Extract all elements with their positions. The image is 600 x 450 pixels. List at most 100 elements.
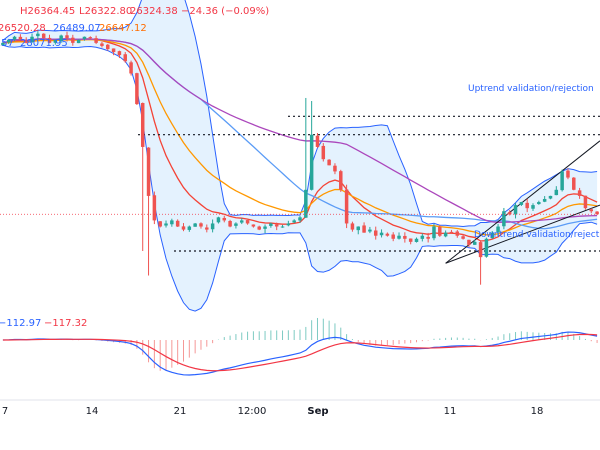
candle-body bbox=[88, 37, 93, 39]
candle-body bbox=[47, 37, 52, 43]
legend-line2-a: 26520.28 bbox=[0, 23, 46, 34]
uptrend-annotation: Uptrend validation/rejection bbox=[468, 84, 594, 94]
candle-body bbox=[537, 202, 541, 205]
candle-body bbox=[205, 227, 209, 230]
ema-orange bbox=[2, 38, 598, 236]
candle-body bbox=[577, 190, 582, 196]
candle-body bbox=[1, 42, 5, 46]
candle-body bbox=[309, 134, 314, 190]
candle-body bbox=[269, 223, 273, 226]
candle-body bbox=[583, 195, 588, 209]
candle-body bbox=[484, 238, 489, 257]
candle-body bbox=[164, 223, 168, 226]
bollinger-lower bbox=[2, 44, 598, 312]
candle-body bbox=[12, 36, 17, 40]
candle-body bbox=[350, 223, 355, 230]
candle-body bbox=[187, 226, 192, 230]
macd-pane bbox=[2, 317, 598, 376]
candle-body bbox=[158, 221, 162, 227]
ma-blue bbox=[2, 38, 598, 230]
candle-body bbox=[408, 238, 413, 242]
candle-body bbox=[263, 226, 267, 229]
candle-body bbox=[344, 189, 349, 224]
candles-layer bbox=[1, 31, 599, 285]
candle-body bbox=[193, 223, 197, 227]
candle-body bbox=[461, 236, 465, 239]
candle-body bbox=[106, 44, 110, 49]
candle-body bbox=[443, 232, 448, 237]
candle-body bbox=[304, 189, 308, 218]
candle-body bbox=[531, 205, 535, 209]
bollinger-upper bbox=[2, 0, 598, 227]
legend-change: −24.36 (−0.09%) bbox=[181, 6, 269, 17]
legend-line2-b: 26489.07 bbox=[53, 23, 101, 34]
candle-body bbox=[18, 36, 23, 40]
x-tick-label: 7 bbox=[2, 406, 8, 417]
candle-body bbox=[502, 211, 506, 227]
legend-close: 26324.38 bbox=[130, 6, 178, 17]
candle-body bbox=[100, 43, 104, 46]
candle-body bbox=[589, 209, 594, 212]
candle-body bbox=[368, 229, 372, 232]
candle-body bbox=[397, 235, 401, 239]
legend-line2-c: 26647.12 bbox=[99, 23, 147, 34]
x-tick-label: 11 bbox=[444, 406, 457, 417]
candle-body bbox=[414, 238, 419, 242]
candle-body bbox=[59, 35, 63, 41]
legend-line3-b: 28071.95 bbox=[20, 38, 68, 49]
candle-body bbox=[572, 177, 576, 190]
candle-body bbox=[228, 220, 232, 227]
candle-body bbox=[274, 224, 279, 227]
candle-body bbox=[548, 195, 553, 199]
x-tick-label: 18 bbox=[531, 406, 544, 417]
candle-body bbox=[321, 145, 326, 160]
legend-line-3: .57 28071.95 bbox=[0, 38, 68, 49]
candle-body bbox=[94, 38, 98, 43]
candle-body bbox=[210, 223, 215, 230]
legend-high: H26364.45 bbox=[20, 6, 75, 17]
candle-body bbox=[391, 234, 395, 239]
candle-body bbox=[123, 54, 127, 62]
candle-body bbox=[292, 220, 296, 223]
candle-body bbox=[53, 39, 58, 43]
candle-body bbox=[36, 33, 40, 37]
downtrend-line bbox=[445, 204, 600, 264]
candle-body bbox=[199, 223, 203, 227]
candle-body bbox=[76, 39, 81, 44]
candle-body bbox=[117, 51, 122, 56]
downtrend-annotation: Downtrend validation/rejection bbox=[474, 230, 600, 240]
candle-body bbox=[467, 239, 471, 245]
candle-body bbox=[175, 220, 180, 227]
candle-body bbox=[542, 198, 547, 202]
candle-body bbox=[71, 37, 75, 43]
candle-body bbox=[111, 48, 116, 53]
candle-body bbox=[257, 226, 261, 230]
candle-body bbox=[146, 147, 151, 196]
candle-body bbox=[566, 170, 570, 178]
candle-body bbox=[24, 40, 28, 43]
candle-body bbox=[65, 35, 69, 38]
candle-body bbox=[170, 220, 174, 225]
x-axis: 7 14 21 12:00 Sep 11 18 bbox=[2, 406, 544, 417]
candle-body bbox=[82, 36, 87, 39]
x-tick-label: 21 bbox=[174, 406, 187, 417]
macd-value: −112.97 bbox=[0, 318, 41, 329]
bollinger-bands-layer bbox=[2, 0, 598, 312]
candle-body bbox=[234, 223, 238, 226]
candle-body bbox=[135, 73, 139, 105]
signal-line bbox=[2, 333, 598, 372]
candle-body bbox=[129, 62, 133, 74]
x-tick-label: Sep bbox=[307, 406, 328, 417]
price-levels-layer bbox=[138, 115, 600, 252]
legend-line-1: H26364.45 L26322.80 26324.38 −24.36 (−0.… bbox=[20, 6, 269, 17]
candle-body bbox=[181, 226, 186, 230]
candle-body bbox=[379, 232, 384, 236]
candle-body bbox=[140, 103, 145, 147]
candle-body bbox=[519, 202, 524, 205]
candle-body bbox=[298, 217, 302, 221]
candle-body bbox=[432, 226, 436, 239]
candle-body bbox=[362, 225, 366, 233]
candle-body bbox=[525, 202, 529, 209]
